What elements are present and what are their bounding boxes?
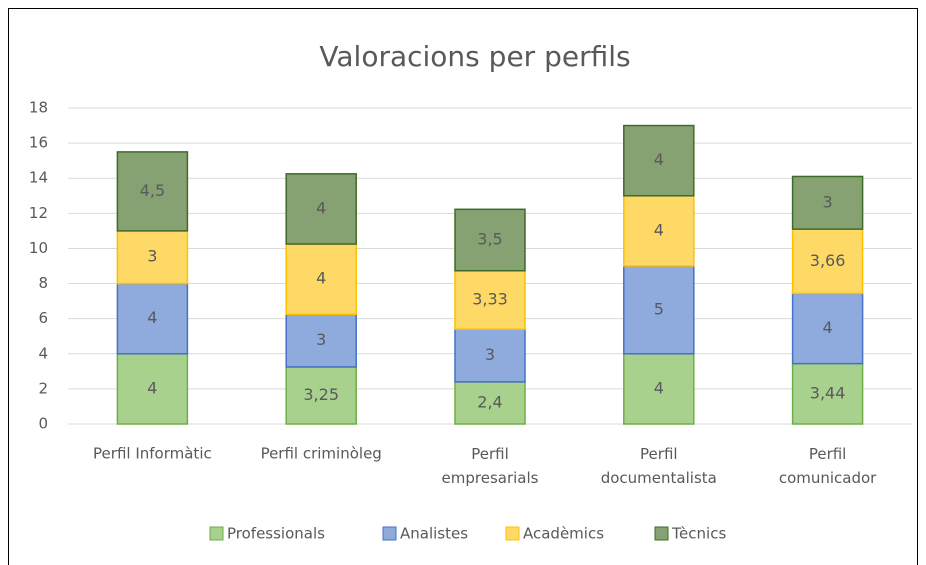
data-label: 4 <box>654 220 664 239</box>
x-tick-label: Perfil comunicador <box>779 445 877 487</box>
legend-label: Analistes <box>400 525 468 543</box>
data-label: 4 <box>316 269 326 288</box>
x-tick-label: Perfil documentalista <box>601 445 717 487</box>
data-label: 4,5 <box>140 181 165 200</box>
data-label: 4 <box>654 378 664 397</box>
y-tick-label: 16 <box>29 134 48 152</box>
data-label: 3,5 <box>477 230 502 249</box>
bar-segment <box>285 366 357 425</box>
y-tick-label: 0 <box>38 415 48 433</box>
data-label: 3 <box>316 330 326 349</box>
bar-segment <box>116 353 189 425</box>
legend-swatch <box>654 526 669 541</box>
data-label: 3,66 <box>810 251 846 270</box>
y-tick-label: 10 <box>29 239 48 257</box>
legend-label: Acadèmics <box>523 525 604 543</box>
x-tick-label: Perfil criminòleg <box>261 445 382 463</box>
legend-swatch <box>382 526 397 541</box>
y-tick-label: 8 <box>38 274 48 292</box>
y-tick-label: 14 <box>29 169 48 187</box>
y-tick-label: 2 <box>38 379 48 397</box>
legend-label: Professionals <box>227 525 325 543</box>
bar-segment <box>623 124 695 197</box>
x-tick-label: Perfil empresarials <box>442 445 539 487</box>
bar-segment <box>454 208 526 272</box>
bar-segment <box>623 265 695 355</box>
bar-segment <box>791 175 864 230</box>
data-label: 3,25 <box>303 385 339 404</box>
bar-segment <box>116 282 189 355</box>
data-label: 4 <box>316 198 326 217</box>
bar-segment <box>285 313 357 368</box>
data-label: 3,33 <box>472 289 508 308</box>
data-label: 4 <box>654 150 664 169</box>
data-label: 3 <box>823 192 833 211</box>
legend-swatch <box>505 526 520 541</box>
data-label: 2,4 <box>477 392 502 411</box>
data-label: 5 <box>654 299 664 318</box>
y-tick-label: 18 <box>29 99 48 117</box>
data-label: 4 <box>823 318 833 337</box>
legend-label: Tècnics <box>671 525 726 543</box>
bar-segment <box>791 362 864 425</box>
bar-segment <box>454 269 526 330</box>
data-label: 3,44 <box>810 383 846 402</box>
bar-segment <box>116 230 189 285</box>
y-tick-label: 4 <box>38 344 48 362</box>
data-label: 3 <box>147 247 157 266</box>
y-tick-label: 6 <box>38 309 48 327</box>
legend-swatch <box>209 526 224 541</box>
bar-segment <box>285 173 357 245</box>
chart-title: Valoracions per perfils <box>319 40 630 73</box>
data-label: 4 <box>147 378 157 397</box>
bar-segment <box>285 243 357 316</box>
bar-segment <box>623 353 695 425</box>
data-label: 4 <box>147 308 157 327</box>
bar-segment <box>454 381 526 425</box>
bar-segment <box>623 195 695 267</box>
y-tick-label: 12 <box>29 204 48 222</box>
bar-segment <box>791 228 864 295</box>
x-tick-label: Perfil Informàtic <box>93 445 212 463</box>
data-label: 3 <box>485 345 495 364</box>
bar-segment <box>116 151 189 232</box>
